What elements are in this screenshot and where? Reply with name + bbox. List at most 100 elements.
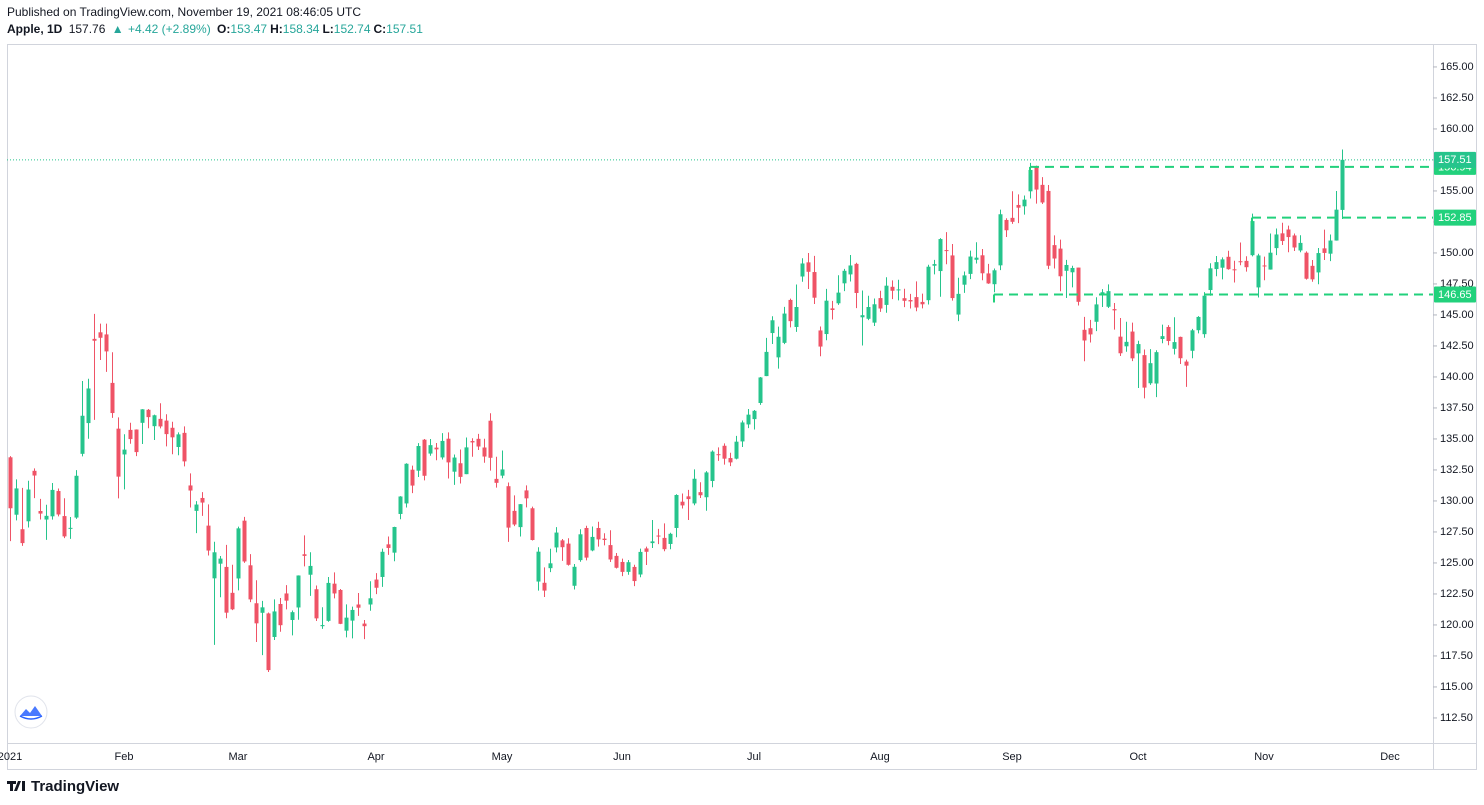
candle-body bbox=[170, 427, 175, 438]
symbol: Apple, 1D bbox=[7, 22, 63, 36]
candle-body bbox=[704, 472, 709, 498]
published-line: Published on TradingView.com, November 1… bbox=[7, 5, 361, 19]
candle-body bbox=[92, 338, 97, 341]
candle-body bbox=[968, 256, 973, 274]
candle-body bbox=[242, 520, 247, 562]
candle-body bbox=[386, 544, 391, 548]
candle-body bbox=[1052, 245, 1057, 259]
x-tick-label: May bbox=[492, 751, 513, 763]
legend-line: Apple, 1D 157.76 ▲ +4.42 (+2.89%) O:153.… bbox=[7, 21, 429, 38]
y-tick-label: 142.50 bbox=[1440, 340, 1474, 352]
candle-body bbox=[14, 488, 19, 515]
candle-body bbox=[566, 543, 571, 565]
candle-body bbox=[596, 527, 601, 540]
candle-body bbox=[1328, 240, 1333, 254]
candle-body bbox=[422, 439, 427, 476]
candle-body bbox=[548, 563, 553, 569]
candle-body bbox=[482, 447, 487, 457]
candle-body bbox=[1016, 204, 1021, 208]
candle-body bbox=[1040, 184, 1045, 203]
candle-body bbox=[8, 457, 13, 509]
candle-body bbox=[116, 428, 121, 477]
candle-body bbox=[164, 420, 169, 435]
candle-body bbox=[578, 534, 583, 561]
candle-body bbox=[1154, 352, 1159, 384]
ohlc-value: 153.47 bbox=[230, 22, 268, 36]
candle-body bbox=[446, 438, 451, 463]
candle-body bbox=[818, 330, 823, 347]
candle-body bbox=[410, 469, 415, 486]
candle-body bbox=[644, 548, 649, 552]
candle-body bbox=[140, 409, 145, 423]
candle-body bbox=[182, 432, 187, 462]
candle-body bbox=[1112, 309, 1117, 311]
candle-body bbox=[254, 603, 259, 624]
candle-body bbox=[1028, 169, 1033, 192]
candle-body bbox=[1226, 256, 1231, 270]
candle-body bbox=[932, 264, 937, 266]
candle-body bbox=[632, 566, 637, 582]
candle-body bbox=[314, 589, 319, 619]
candle-body bbox=[500, 469, 505, 476]
candle-body bbox=[68, 527, 73, 529]
candle-body bbox=[824, 300, 829, 335]
candle-body bbox=[218, 558, 223, 564]
candle-body bbox=[224, 566, 229, 613]
candle-body bbox=[752, 410, 757, 420]
candle-body bbox=[1298, 242, 1303, 251]
candle-body bbox=[530, 508, 535, 541]
candle-body bbox=[680, 501, 685, 506]
candle-body bbox=[1076, 267, 1081, 302]
ohlc-value: 158.34 bbox=[282, 22, 320, 36]
candle-body bbox=[128, 429, 133, 440]
candle-body bbox=[986, 273, 991, 284]
candle-body bbox=[902, 298, 907, 301]
candle-body bbox=[1172, 342, 1177, 349]
candle-body bbox=[1232, 269, 1237, 271]
candle-body bbox=[1136, 344, 1141, 354]
candle-body bbox=[326, 582, 331, 621]
candle-body bbox=[1100, 292, 1105, 295]
candle-body bbox=[866, 307, 871, 319]
candle-body bbox=[1142, 355, 1147, 388]
x-tick-label: Nov bbox=[1254, 751, 1274, 763]
price-tag bbox=[1434, 151, 1476, 168]
candle-body bbox=[236, 528, 241, 579]
candle-body bbox=[1184, 361, 1189, 366]
header: Published on TradingView.com, November 1… bbox=[7, 4, 429, 38]
candle-body bbox=[686, 496, 691, 500]
x-tick-label: Feb bbox=[115, 751, 134, 763]
candle-body bbox=[1160, 336, 1165, 340]
candle-body bbox=[320, 625, 325, 627]
candle-body bbox=[1286, 229, 1291, 238]
candle-body bbox=[956, 293, 961, 315]
y-tick-label: 140.00 bbox=[1440, 371, 1474, 383]
candle-body bbox=[362, 623, 367, 627]
candle-body bbox=[1292, 235, 1297, 248]
candle-body bbox=[290, 612, 295, 620]
candle-body bbox=[908, 300, 913, 302]
candle-body bbox=[1004, 219, 1009, 231]
candle-body bbox=[872, 304, 877, 323]
y-tick-label: 112.50 bbox=[1440, 712, 1473, 724]
candle-body bbox=[1322, 248, 1327, 253]
candle-body bbox=[788, 299, 793, 322]
candle-body bbox=[896, 289, 901, 291]
candle-body bbox=[434, 447, 439, 450]
candle-body bbox=[698, 492, 703, 496]
ohlc-value: 152.74 bbox=[333, 22, 371, 36]
candle-body bbox=[86, 388, 91, 424]
candle-body bbox=[536, 551, 541, 582]
ohlc-label: H: bbox=[270, 22, 283, 36]
price-tag-label: 152.85 bbox=[1438, 212, 1472, 224]
y-tick-label: 160.00 bbox=[1440, 123, 1474, 135]
ohlc-label: L: bbox=[322, 22, 334, 36]
candle-body bbox=[146, 409, 151, 418]
y-tick-label: 120.00 bbox=[1440, 619, 1474, 631]
y-tick-label: 150.00 bbox=[1440, 247, 1474, 259]
candle-body bbox=[206, 525, 211, 551]
candle-body bbox=[806, 262, 811, 272]
candle-body bbox=[734, 441, 739, 459]
candle-body bbox=[944, 250, 949, 252]
